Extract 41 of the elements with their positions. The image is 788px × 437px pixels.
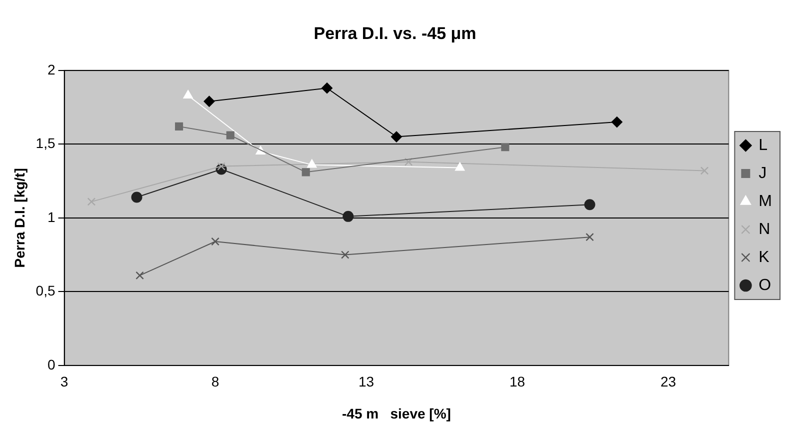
y-tick-label: 0	[47, 356, 56, 372]
x-tick-label: 13	[358, 374, 374, 390]
point	[455, 162, 465, 171]
point	[226, 131, 234, 140]
point	[586, 232, 594, 242]
legend-label: M	[758, 192, 772, 210]
point	[302, 168, 310, 176]
x-tick-label: 8	[211, 374, 220, 390]
point	[340, 250, 350, 259]
y-tick-label: 0,5	[36, 282, 56, 299]
point	[342, 210, 354, 222]
point	[211, 237, 220, 246]
point	[136, 271, 144, 280]
point	[404, 158, 413, 166]
point	[322, 82, 333, 94]
point	[87, 198, 96, 206]
point	[183, 90, 193, 98]
point	[700, 166, 709, 175]
y-axis-title: Perra D.I. [kg/t]	[11, 168, 28, 268]
legend-label: K	[758, 248, 770, 266]
legend-label: J	[758, 164, 767, 182]
y-tick-label: 1,5	[36, 135, 56, 152]
point	[584, 199, 596, 210]
legend-label: L	[758, 136, 768, 154]
point	[217, 162, 226, 170]
legend-label: O	[758, 276, 772, 294]
legend-label: N	[758, 220, 770, 238]
point	[131, 192, 142, 203]
point	[174, 122, 184, 130]
point	[390, 131, 402, 142]
point	[501, 143, 510, 152]
point	[204, 96, 215, 107]
y-tick-label: 1	[47, 208, 56, 225]
point	[307, 159, 317, 168]
x-tick-label: 23	[660, 374, 676, 390]
x-axis-title: -45 m sieve [%]	[342, 405, 451, 422]
point	[611, 116, 622, 128]
x-tick-label: 3	[60, 374, 68, 390]
x-tick-label: 18	[509, 374, 526, 390]
y-tick-label: 2	[47, 61, 56, 78]
chart-title: Perra D.I. vs. -45 μm	[314, 24, 476, 43]
